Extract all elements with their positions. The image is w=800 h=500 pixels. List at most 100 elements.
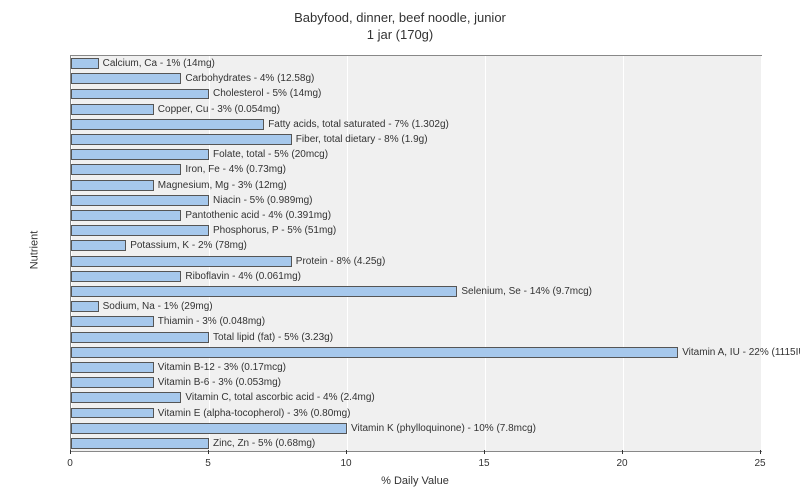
bar-label: Vitamin B-12 - 3% (0.17mcg)	[158, 362, 286, 373]
bar-row: Carbohydrates - 4% (12.58g)	[71, 73, 314, 84]
bar-row: Fatty acids, total saturated - 7% (1.302…	[71, 119, 449, 130]
bar-row: Vitamin B-12 - 3% (0.17mcg)	[71, 362, 286, 373]
bar-row: Protein - 8% (4.25g)	[71, 256, 385, 267]
bar-label: Protein - 8% (4.25g)	[296, 256, 386, 267]
bar-row: Sodium, Na - 1% (29mg)	[71, 301, 213, 312]
bar-label: Copper, Cu - 3% (0.054mg)	[158, 104, 280, 115]
bar-row: Fiber, total dietary - 8% (1.9g)	[71, 134, 428, 145]
bar-label: Vitamin E (alpha-tocopherol) - 3% (0.80m…	[158, 408, 351, 419]
gridline	[623, 56, 624, 451]
bar-row: Riboflavin - 4% (0.061mg)	[71, 271, 301, 282]
bar-row: Niacin - 5% (0.989mg)	[71, 195, 312, 206]
bar-label: Pantothenic acid - 4% (0.391mg)	[185, 210, 331, 221]
bar-row: Folate, total - 5% (20mcg)	[71, 149, 328, 160]
bar-label: Total lipid (fat) - 5% (3.23g)	[213, 332, 333, 343]
bar-row: Copper, Cu - 3% (0.054mg)	[71, 104, 280, 115]
bar-row: Vitamin K (phylloquinone) - 10% (7.8mcg)	[71, 423, 536, 434]
bar	[71, 301, 99, 312]
x-tick-mark	[208, 450, 209, 454]
bar	[71, 392, 181, 403]
bar-label: Phosphorus, P - 5% (51mg)	[213, 225, 336, 236]
bar-label: Riboflavin - 4% (0.061mg)	[185, 271, 301, 282]
bar	[71, 316, 154, 327]
bar-label: Carbohydrates - 4% (12.58g)	[185, 73, 314, 84]
x-tick-mark	[484, 450, 485, 454]
bar-row: Calcium, Ca - 1% (14mg)	[71, 58, 215, 69]
bar-label: Thiamin - 3% (0.048mg)	[158, 316, 265, 327]
y-axis-label: Nutrient	[28, 231, 40, 270]
bar-row: Zinc, Zn - 5% (0.68mg)	[71, 438, 315, 449]
bar	[71, 195, 209, 206]
bar-label: Iron, Fe - 4% (0.73mg)	[185, 164, 286, 175]
bar-label: Fatty acids, total saturated - 7% (1.302…	[268, 119, 449, 130]
bar-label: Vitamin K (phylloquinone) - 10% (7.8mcg)	[351, 423, 536, 434]
x-tick-mark	[346, 450, 347, 454]
bar-row: Potassium, K - 2% (78mg)	[71, 240, 247, 251]
bar-label: Folate, total - 5% (20mcg)	[213, 149, 328, 160]
bar-label: Selenium, Se - 14% (9.7mcg)	[461, 286, 592, 297]
bar	[71, 408, 154, 419]
bar-label: Cholesterol - 5% (14mg)	[213, 88, 321, 99]
gridline	[761, 56, 762, 451]
x-tick-mark	[622, 450, 623, 454]
bar	[71, 164, 181, 175]
bar-label: Potassium, K - 2% (78mg)	[130, 240, 247, 251]
bar-label: Vitamin B-6 - 3% (0.053mg)	[158, 377, 281, 388]
bar-row: Selenium, Se - 14% (9.7mcg)	[71, 286, 592, 297]
bar	[71, 58, 99, 69]
bar	[71, 149, 209, 160]
bar-row: Iron, Fe - 4% (0.73mg)	[71, 164, 286, 175]
gridline	[485, 56, 486, 451]
x-tick-label: 5	[205, 458, 211, 469]
bar	[71, 180, 154, 191]
title-line-2: 1 jar (170g)	[367, 27, 433, 42]
bar	[71, 362, 154, 373]
bar	[71, 423, 347, 434]
bar-label: Vitamin A, IU - 22% (1115IU)	[682, 347, 800, 358]
bar-row: Cholesterol - 5% (14mg)	[71, 89, 321, 100]
x-tick-mark	[70, 450, 71, 454]
x-tick-mark	[760, 450, 761, 454]
title-line-1: Babyfood, dinner, beef noodle, junior	[294, 10, 506, 25]
bar-row: Vitamin E (alpha-tocopherol) - 3% (0.80m…	[71, 408, 350, 419]
bar-row: Phosphorus, P - 5% (51mg)	[71, 225, 336, 236]
bar	[71, 210, 181, 221]
chart-title: Babyfood, dinner, beef noodle, junior 1 …	[0, 0, 800, 44]
bar-label: Magnesium, Mg - 3% (12mg)	[158, 180, 287, 191]
bar	[71, 332, 209, 343]
x-tick-label: 20	[616, 458, 627, 469]
bar-row: Vitamin C, total ascorbic acid - 4% (2.4…	[71, 392, 375, 403]
bar	[71, 89, 209, 100]
x-tick-label: 10	[340, 458, 351, 469]
bar	[71, 104, 154, 115]
bar	[71, 256, 292, 267]
x-tick-label: 15	[478, 458, 489, 469]
bar	[71, 438, 209, 449]
bar-row: Pantothenic acid - 4% (0.391mg)	[71, 210, 331, 221]
bar-label: Niacin - 5% (0.989mg)	[213, 195, 312, 206]
bar-row: Total lipid (fat) - 5% (3.23g)	[71, 332, 333, 343]
bar-row: Magnesium, Mg - 3% (12mg)	[71, 180, 287, 191]
bar	[71, 73, 181, 84]
bar	[71, 286, 457, 297]
chart-container: Babyfood, dinner, beef noodle, junior 1 …	[0, 0, 800, 500]
bar-label: Fiber, total dietary - 8% (1.9g)	[296, 134, 428, 145]
bar-row: Thiamin - 3% (0.048mg)	[71, 316, 265, 327]
bar-label: Vitamin C, total ascorbic acid - 4% (2.4…	[185, 392, 374, 403]
bar-row: Vitamin A, IU - 22% (1115IU)	[71, 347, 800, 358]
bar-row: Vitamin B-6 - 3% (0.053mg)	[71, 377, 281, 388]
x-tick-label: 25	[754, 458, 765, 469]
bar	[71, 134, 292, 145]
bar	[71, 119, 264, 130]
x-axis-label: % Daily Value	[70, 475, 760, 487]
bar-label: Sodium, Na - 1% (29mg)	[103, 301, 213, 312]
plot-area: Calcium, Ca - 1% (14mg) Carbohydrates - 4…	[70, 55, 762, 452]
bar-label: Calcium, Ca - 1% (14mg)	[103, 58, 215, 69]
bar	[71, 347, 678, 358]
bar	[71, 377, 154, 388]
bar	[71, 240, 126, 251]
bar-label: Zinc, Zn - 5% (0.68mg)	[213, 438, 315, 449]
bar	[71, 271, 181, 282]
x-tick-label: 0	[67, 458, 73, 469]
bar	[71, 225, 209, 236]
